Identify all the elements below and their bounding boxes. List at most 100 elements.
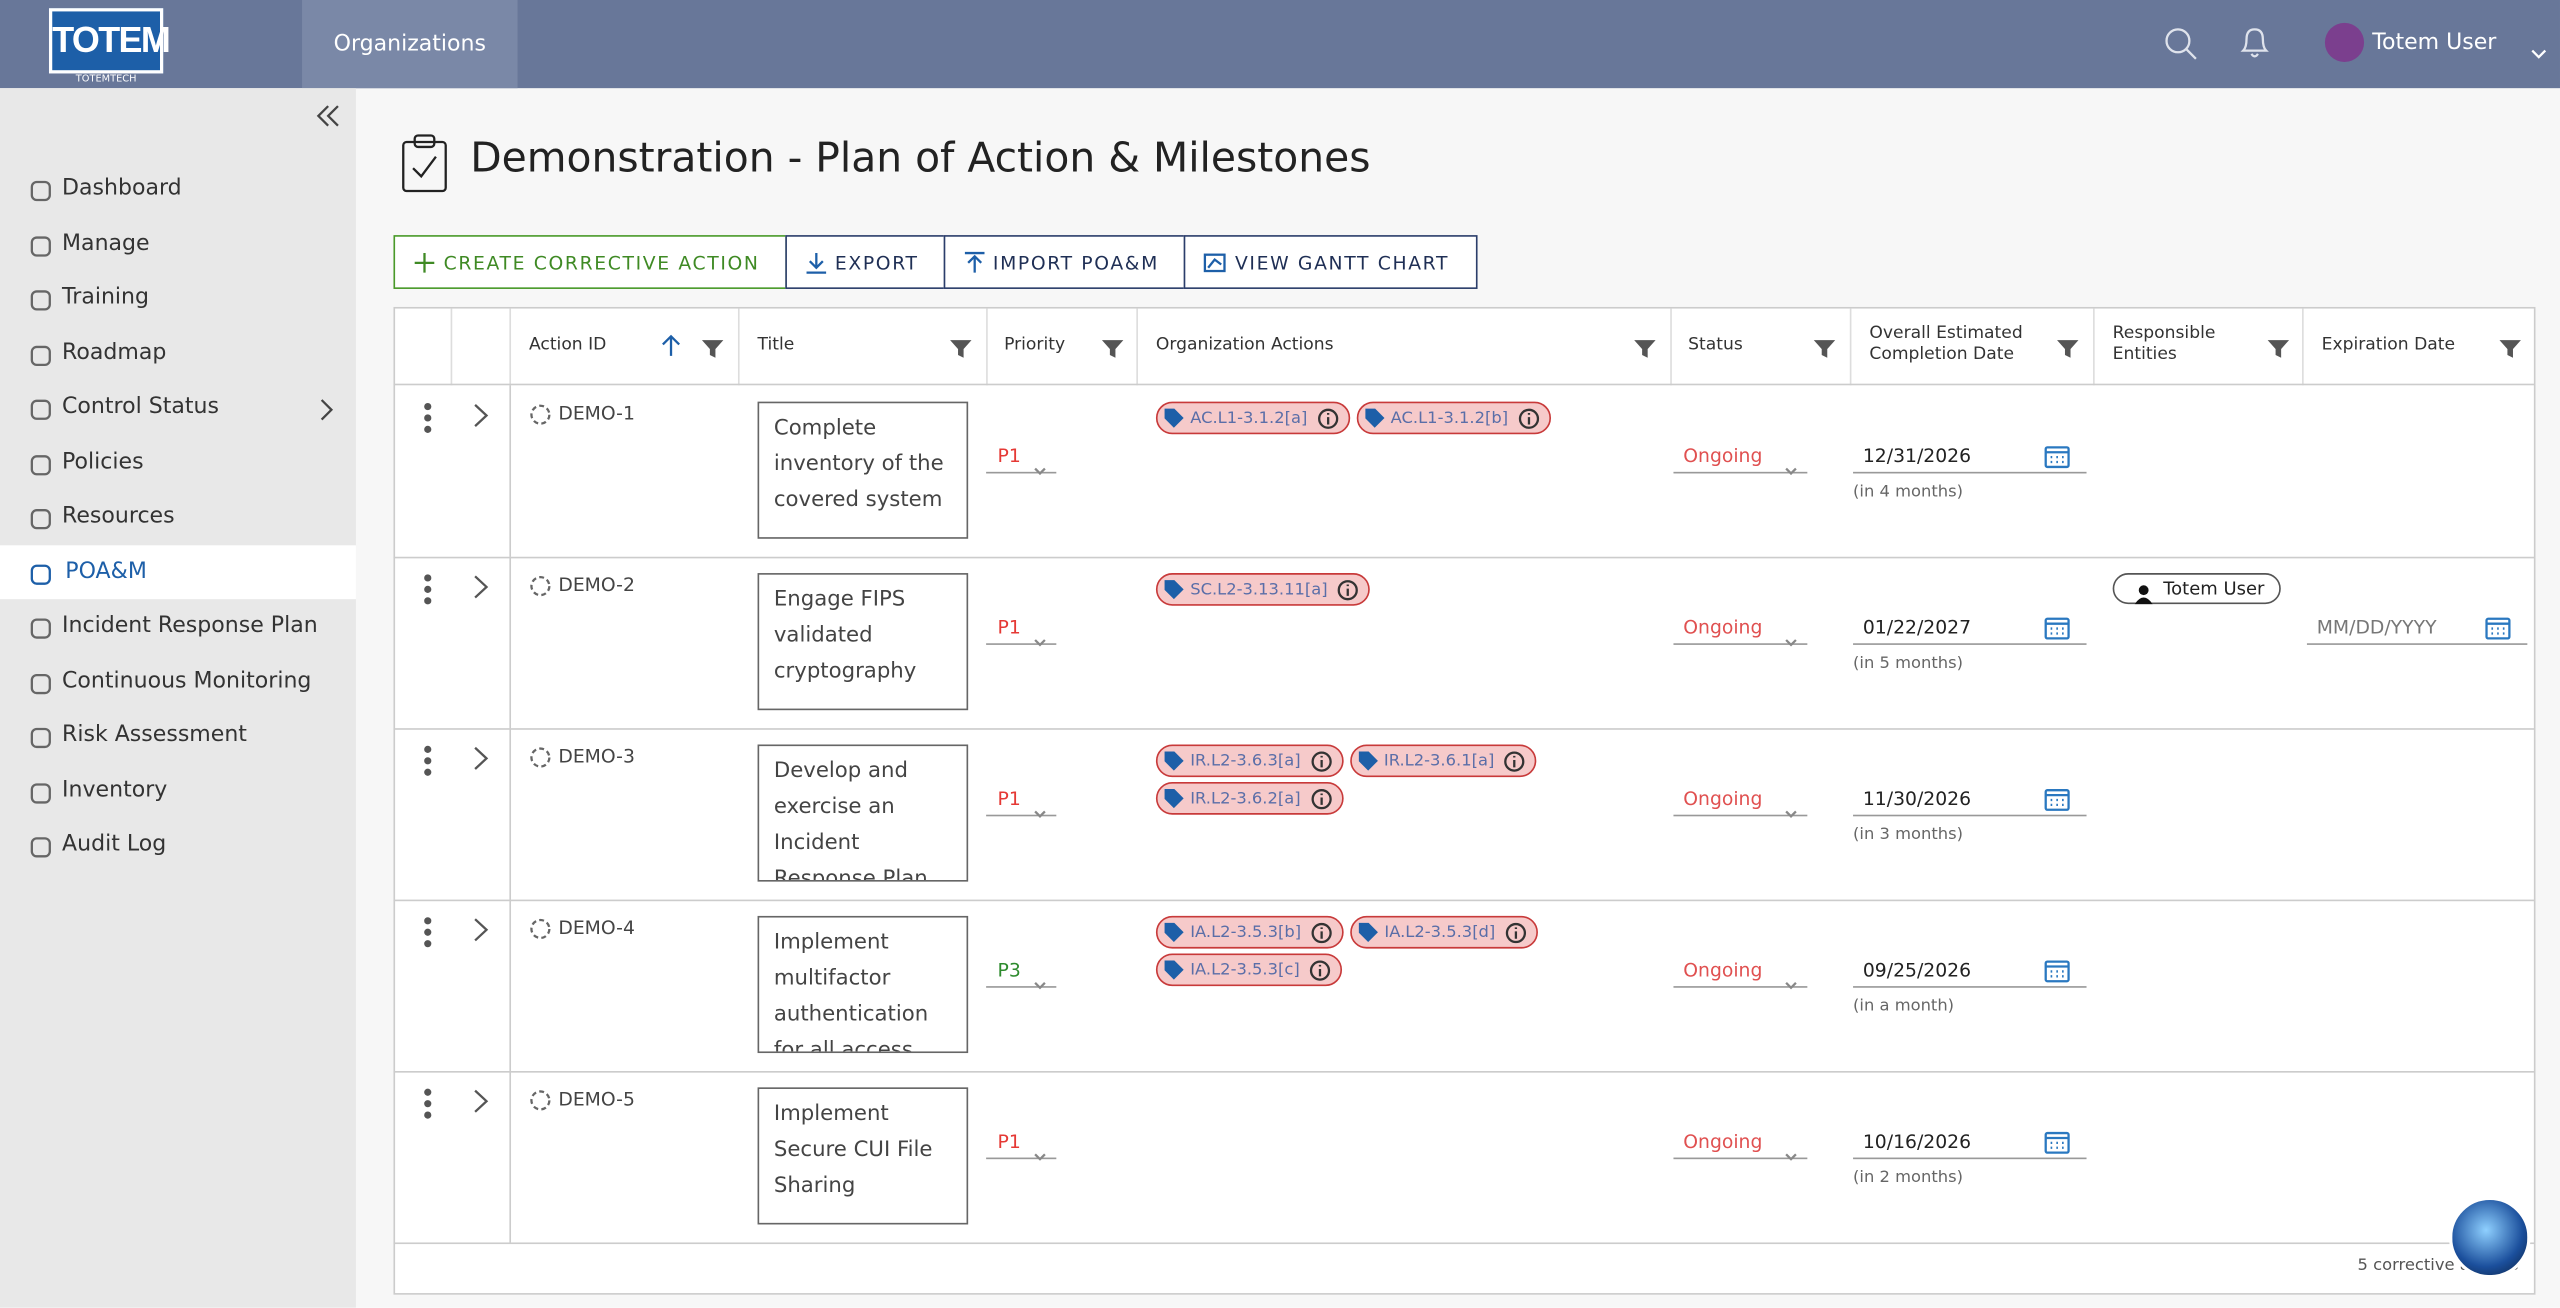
column-header[interactable]: Organization Actions [1155,334,1334,355]
row-menu [423,745,433,782]
expand-chevron [318,397,334,428]
tag[interactable]: IR.L2-3.6.3[a] [1155,744,1344,778]
tag[interactable]: IA.L2-3.5.3[b] [1155,915,1344,949]
due-relative: (in 2 months) [1853,1168,1963,1187]
action-id: DEMO-3 [558,744,635,768]
column-header[interactable]: Action ID [528,334,607,355]
tag-label: IA.L2-3.5.3[c] [1190,960,1300,979]
due-date[interactable]: 11/30/2026 [1853,787,2087,817]
sidebar-item[interactable]: Roadmap [62,338,167,365]
title-box[interactable]: Implement multifactor authentication for… [757,915,969,1054]
due-relative: (in 3 months) [1853,826,1963,845]
priority-select[interactable]: P1 [986,1130,1057,1160]
sidebar-item[interactable]: Control Status [62,393,219,420]
due-date[interactable]: 10/16/2026 [1853,1130,2087,1160]
column-header[interactable]: Title [757,334,795,355]
caret [1784,795,1797,826]
collapse-button [315,103,341,134]
user-name[interactable]: Totem User [2372,29,2497,56]
column-header[interactable]: Overall Estimated Completion Date [1869,323,2023,365]
title-box[interactable]: Engage FIPS validated cryptography [757,573,969,711]
tag[interactable]: IA.L2-3.5.3[d] [1350,915,1538,949]
sidebar-icon [29,451,52,482]
action-button[interactable]: VIEW GANTT CHART [1183,235,1478,289]
user-avatar [2324,22,2365,63]
status-icon [529,1087,552,1118]
column-header[interactable]: Expiration Date [2321,334,2456,355]
tag-label: SC.L2-3.13.11[a] [1190,580,1328,599]
due-date[interactable]: 12/31/2026 [1853,444,2087,474]
caret [1784,1138,1797,1169]
column-divider [450,308,453,386]
status-select[interactable]: Ongoing [1673,787,1808,817]
column-header[interactable]: Responsible Entities [2112,323,2216,365]
filter-icon [2499,333,2521,364]
action-button[interactable]: IMPORT POA&M [943,235,1186,289]
status-select[interactable]: Ongoing [1673,1130,1808,1160]
sidebar-item[interactable]: Resources [62,502,175,529]
assistant-bubble[interactable] [2448,1196,2531,1279]
status-icon [529,744,552,775]
sidebar-icon [29,616,52,647]
tag[interactable]: IR.L2-3.6.1[a] [1349,744,1537,778]
nav-organizations[interactable]: Organizations [302,0,518,89]
title-box[interactable]: Implement Secure CUI File Sharing [757,1087,969,1225]
sidebar-item[interactable]: Training [62,284,150,311]
filter-icon [1634,333,1656,364]
sidebar-item[interactable]: Inventory [62,776,168,803]
status-select[interactable]: Ongoing [1673,444,1808,474]
tag-label: IR.L2-3.6.2[a] [1190,789,1301,808]
status-select[interactable]: Ongoing [1673,616,1808,645]
caret [1033,967,1046,998]
tag[interactable]: IA.L2-3.5.3[c] [1155,953,1343,987]
tag[interactable]: IR.L2-3.6.2[a] [1155,782,1344,815]
action-button[interactable]: CREATE CORRECTIVE ACTION [393,235,787,289]
due-relative: (in 4 months) [1853,483,1963,502]
sidebar-item[interactable]: Manage [62,229,150,256]
column-header[interactable]: Priority [1004,334,1066,355]
priority-select[interactable]: P1 [986,616,1057,645]
column-header[interactable]: Status [1688,334,1743,355]
sidebar-icon [29,780,52,811]
tag-label: AC.L1-3.1.2[a] [1190,408,1308,427]
sidebar-item[interactable]: Dashboard [62,174,182,201]
sidebar-icon [29,670,52,701]
due-date[interactable]: 09/25/2026 [1853,958,2087,988]
tags: IR.L2-3.6.3[a] IR.L2-3.6.1[a] IR.L2-3.6.2[… [1155,744,1646,819]
button-icon [805,250,828,281]
responsible-chip[interactable]: Totem User [2112,573,2281,605]
button-icon [413,250,436,281]
title-box[interactable]: Develop and exercise an Incident Respons… [757,744,969,882]
filter-icon [1101,333,1124,364]
title-box[interactable]: Complete inventory of the covered system [757,401,969,539]
sidebar-icon [29,287,52,318]
sidebar-item[interactable]: Continuous Monitoring [62,666,312,694]
priority-select[interactable]: P3 [986,958,1057,988]
sort-arrow [661,333,681,364]
row-menu [423,1088,433,1125]
tag[interactable]: AC.L1-3.1.2[b] [1356,401,1551,435]
row-expand [473,746,489,777]
expiration-date[interactable]: MM/DD/YYYY [2306,616,2528,645]
row-divider [509,728,512,900]
priority-select[interactable]: P1 [986,787,1057,817]
user-menu-caret [2531,36,2547,67]
sidebar-item[interactable]: Risk Assessment [62,721,247,748]
tag[interactable]: AC.L1-3.1.2[a] [1155,401,1350,435]
filter-icon [1813,333,1836,364]
priority-select[interactable]: P1 [986,444,1057,474]
sidebar-item[interactable]: Audit Log [62,831,167,858]
sidebar-item[interactable]: Policies [62,448,144,475]
sidebar-icon [29,834,52,865]
column-divider [2093,308,2095,386]
due-date[interactable]: 01/22/2027 [1853,616,2087,645]
row-border [393,899,2536,902]
calendar-icon [2044,444,2070,475]
tag[interactable]: SC.L2-3.13.11[a] [1155,573,1371,606]
sidebar-item[interactable]: POA&M [65,557,147,584]
status-select[interactable]: Ongoing [1673,958,1808,988]
row-menu [423,402,433,439]
sidebar-item[interactable]: Incident Response Plan [62,612,318,639]
